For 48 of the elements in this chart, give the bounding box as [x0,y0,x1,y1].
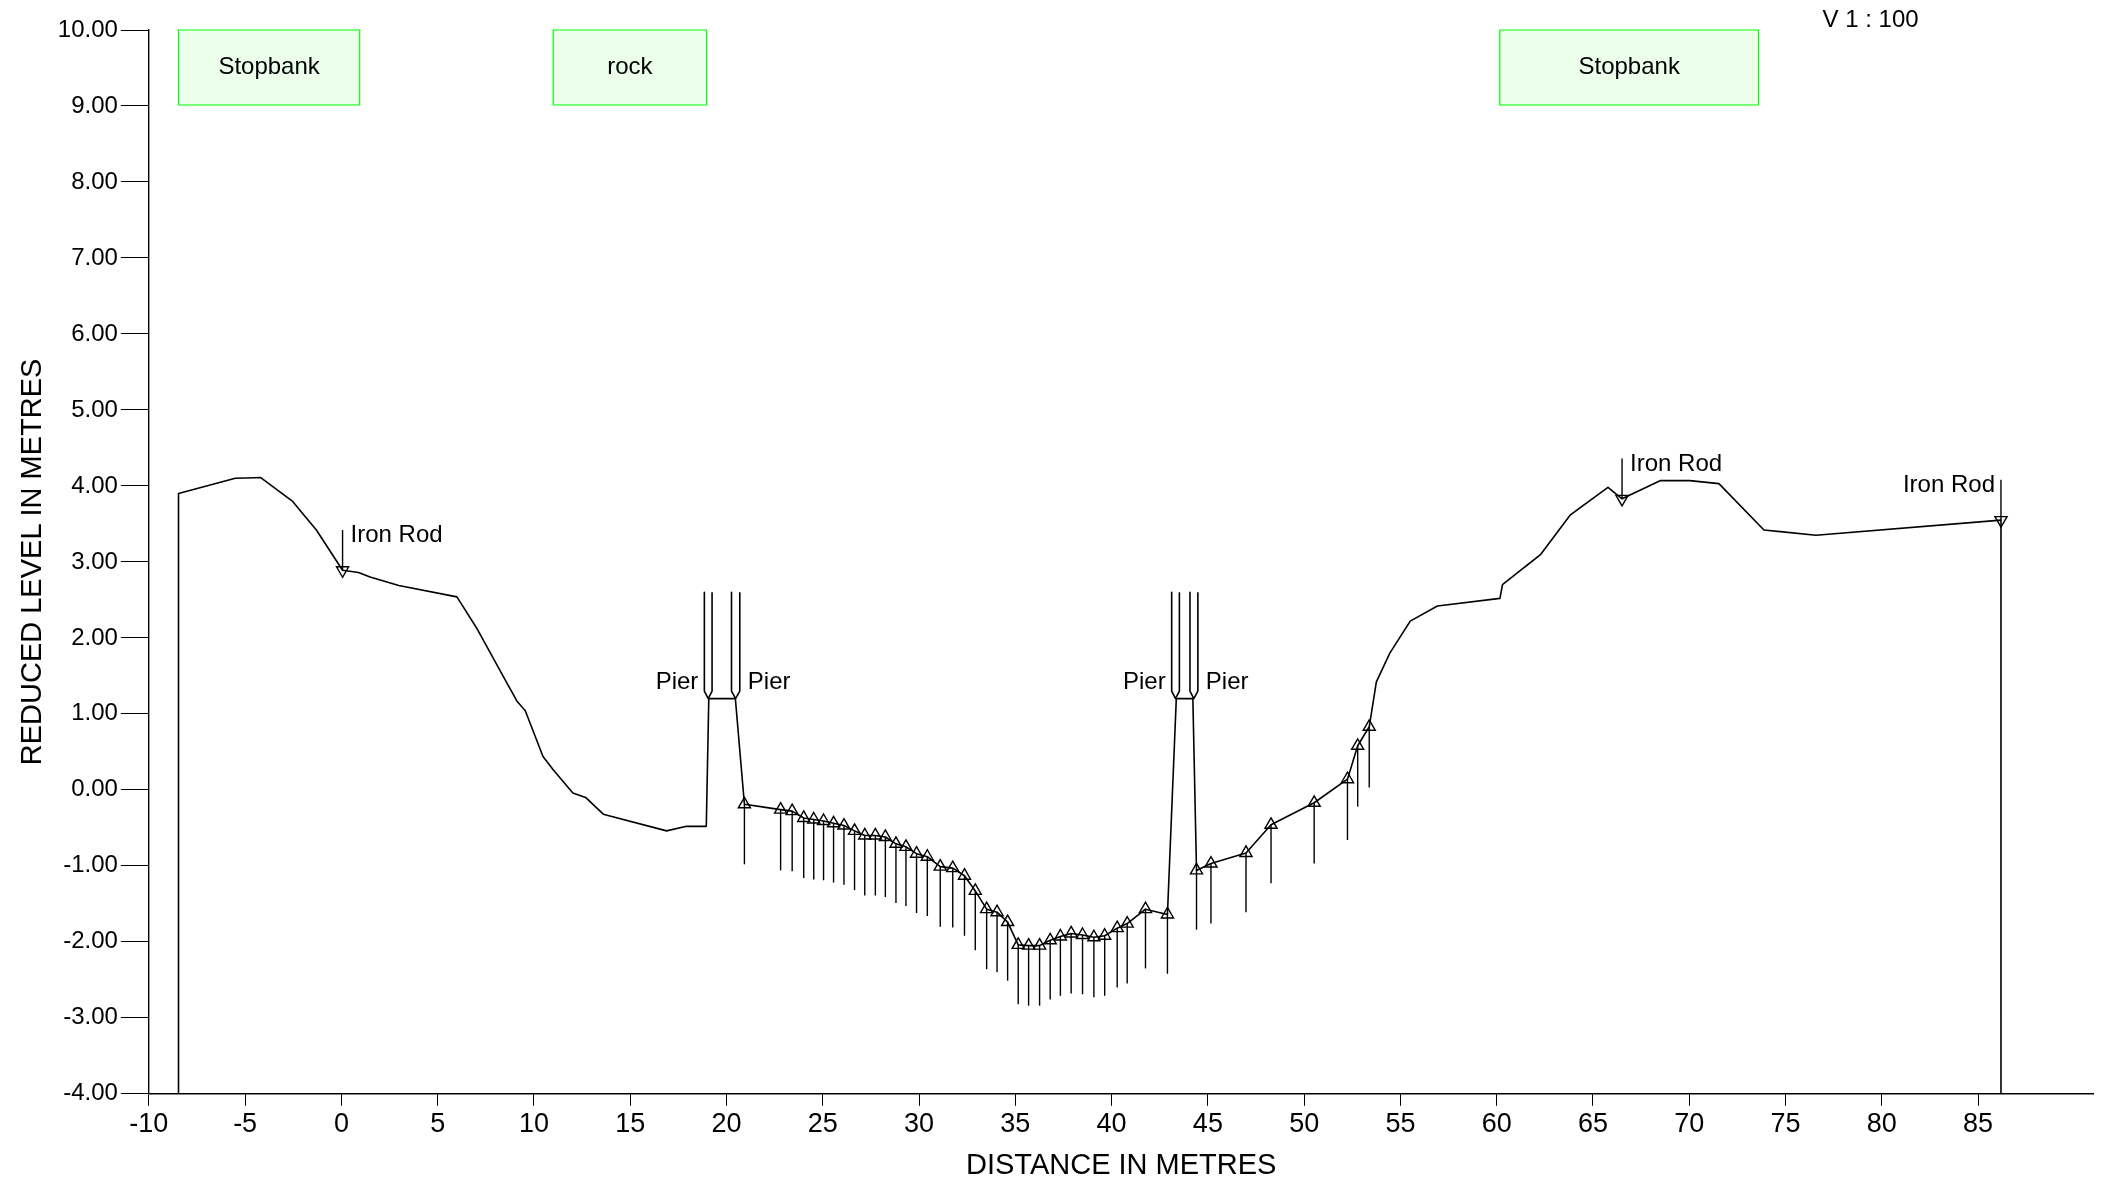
y-tick-label: 4.00 [71,470,118,498]
y-tick-label: 3.00 [71,546,118,574]
annotation: Pier [747,666,791,694]
annotation: Iron Rod [350,520,443,548]
y-tick-label: -4.00 [63,1078,118,1106]
annotation: Iron Rod [1630,448,1723,476]
x-tick-label: 0 [333,1108,349,1139]
x-tick-label: 35 [1000,1108,1031,1139]
y-tick-label: 9.00 [71,90,118,118]
y-tick-label: 10.00 [57,14,118,42]
band-label: Stopbank [218,52,321,80]
x-tick-label: 20 [711,1108,742,1139]
band-label: Stopbank [1578,52,1681,80]
x-tick-label: 70 [1674,1108,1705,1139]
annotation: V 1 : 100 [1822,4,1919,32]
y-tick-label: 0.00 [71,774,118,802]
x-tick-label: -5 [233,1108,258,1139]
x-tick-label: -10 [129,1108,169,1139]
y-tick-label: 2.00 [71,622,118,650]
y-tick-label: -1.00 [63,850,118,878]
x-tick-label: 40 [1096,1108,1127,1139]
y-tick-label: 1.00 [71,698,118,726]
annotation: Pier [655,666,699,694]
annotation: Iron Rod [1902,470,1995,498]
annotation: Pier [1205,666,1249,694]
x-tick-label: 60 [1481,1108,1512,1139]
x-tick-label: 55 [1385,1108,1416,1139]
x-tick-label: 15 [615,1108,646,1139]
x-tick-label: 50 [1289,1108,1320,1139]
band-label: rock [607,52,654,80]
y-tick-label: 7.00 [71,242,118,270]
x-tick-label: 45 [1192,1108,1223,1139]
x-tick-label: 5 [430,1108,446,1139]
x-tick-label: 85 [1963,1108,1994,1139]
x-tick-label: 65 [1577,1108,1608,1139]
x-axis-title: DISTANCE IN METRES [966,1147,1277,1180]
y-tick-label: 5.00 [71,394,118,422]
y-tick-label: 8.00 [71,166,118,194]
x-tick-label: 10 [518,1108,549,1139]
x-tick-label: 25 [807,1108,838,1139]
x-tick-label: 75 [1770,1108,1801,1139]
x-tick-label: 80 [1866,1108,1897,1139]
y-axis-title: REDUCED LEVEL IN METRES [15,358,48,766]
y-tick-label: -3.00 [63,1002,118,1030]
x-tick-label: 30 [904,1108,935,1139]
y-tick-label: 6.00 [71,318,118,346]
y-tick-label: -2.00 [63,926,118,954]
annotation: Pier [1123,666,1166,694]
